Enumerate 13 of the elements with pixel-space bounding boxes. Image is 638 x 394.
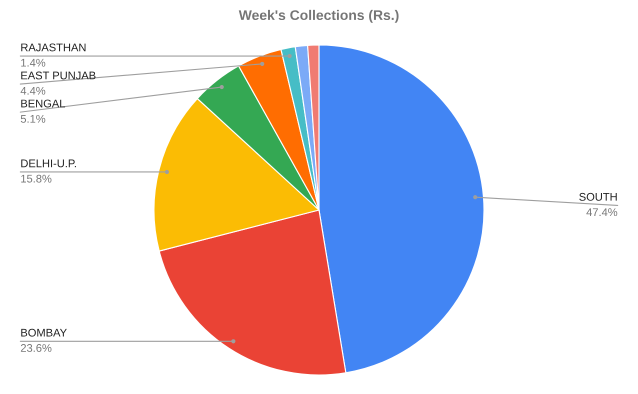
data-label: 4.4%: [20, 86, 46, 95]
slice-label: BENGAL: [21, 100, 66, 108]
data-label: 23.6%: [20, 344, 52, 352]
slice-label: SOUTH: [579, 192, 617, 201]
data-label: 1.4%: [21, 58, 46, 67]
slice-label: RAJASTHAN: [21, 43, 86, 52]
slice-label: EAST PUNJAB: [21, 72, 96, 80]
slice-label: BOMBAY: [21, 328, 67, 337]
data-label: 15.8%: [21, 174, 52, 183]
data-label: 47.4%: [586, 208, 618, 216]
slice-label: DELHI-U.P.: [21, 160, 76, 168]
data-label: 5.1%: [20, 114, 46, 123]
chart-title: Week's Collections (Rs.): [238, 10, 399, 23]
